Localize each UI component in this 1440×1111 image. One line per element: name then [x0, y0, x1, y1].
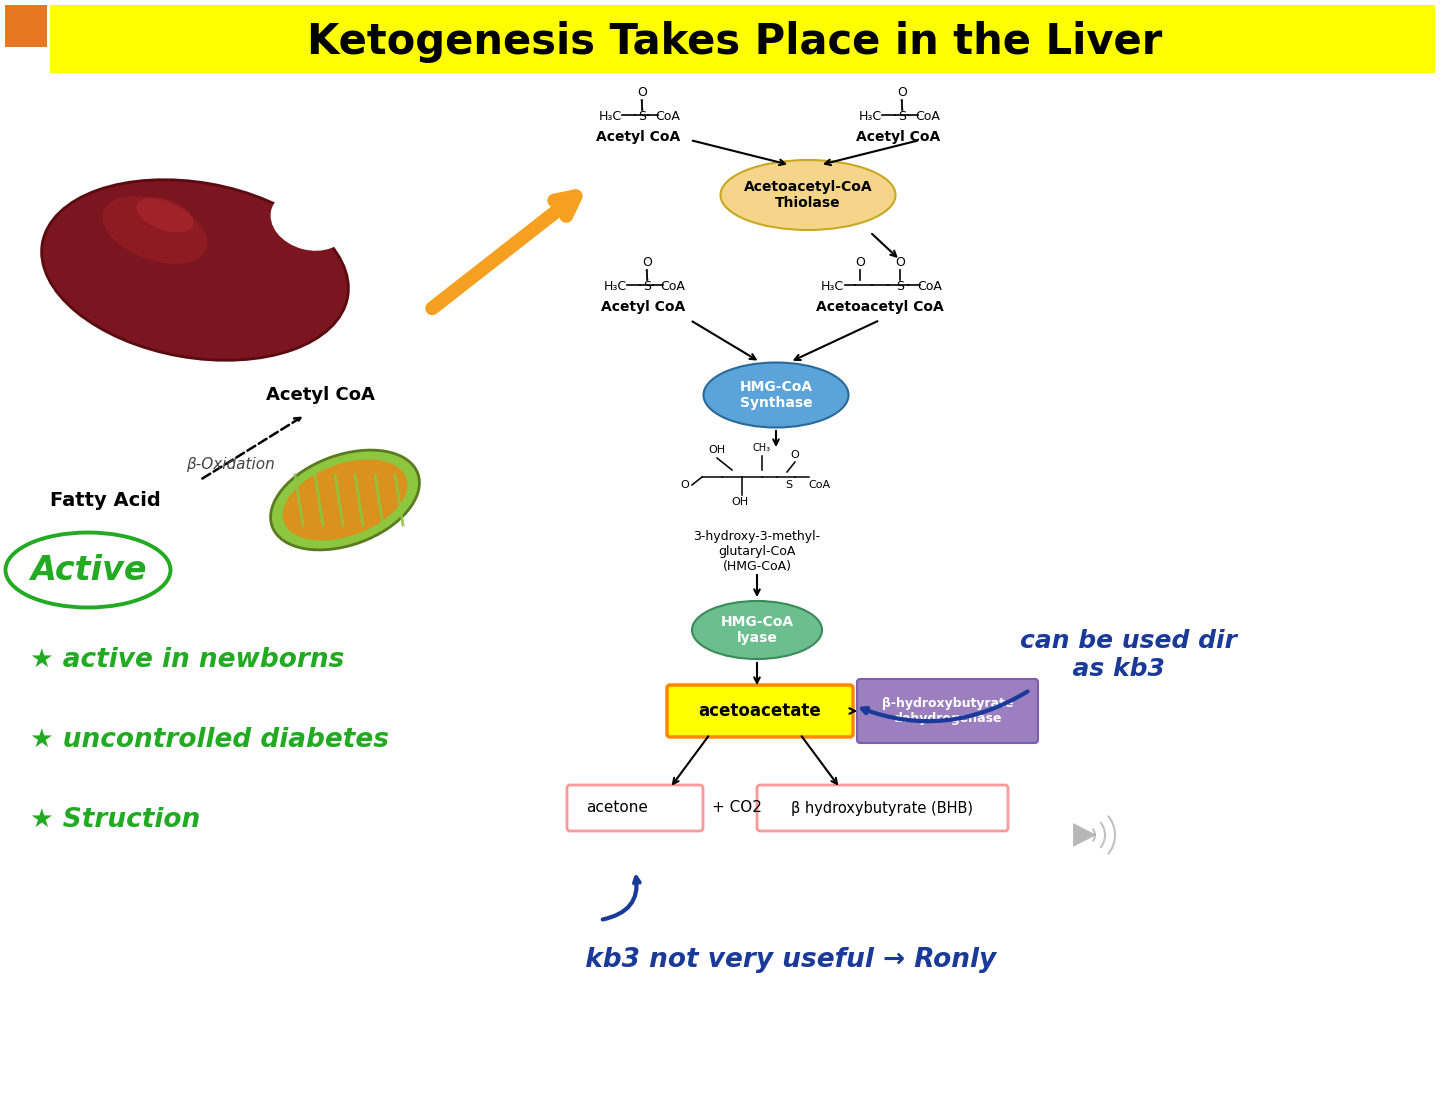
- Ellipse shape: [271, 450, 419, 550]
- Ellipse shape: [137, 198, 193, 232]
- FancyBboxPatch shape: [667, 685, 852, 737]
- Text: O: O: [642, 257, 652, 270]
- Ellipse shape: [271, 189, 350, 251]
- Ellipse shape: [282, 460, 408, 540]
- Text: O: O: [896, 257, 904, 270]
- Text: acetone: acetone: [586, 801, 648, 815]
- Text: ★ Struction: ★ Struction: [30, 807, 200, 833]
- Text: HMG-CoA
Synthase: HMG-CoA Synthase: [739, 380, 812, 410]
- Ellipse shape: [42, 180, 348, 360]
- Text: OH: OH: [708, 446, 726, 456]
- FancyBboxPatch shape: [567, 785, 703, 831]
- Text: Acetoacetyl CoA: Acetoacetyl CoA: [816, 300, 943, 314]
- Ellipse shape: [704, 362, 848, 428]
- FancyBboxPatch shape: [857, 679, 1038, 743]
- Ellipse shape: [720, 160, 896, 230]
- FancyBboxPatch shape: [757, 785, 1008, 831]
- Text: Ketogenesis Takes Place in the Liver: Ketogenesis Takes Place in the Liver: [307, 21, 1162, 63]
- Text: β-hydroxybutyrate
dehydrogenase: β-hydroxybutyrate dehydrogenase: [883, 697, 1014, 725]
- Text: Acetyl CoA: Acetyl CoA: [855, 130, 940, 144]
- Text: H₃C: H₃C: [858, 110, 881, 123]
- Text: CH₃: CH₃: [753, 443, 770, 453]
- Text: β-Oxidation: β-Oxidation: [186, 458, 275, 472]
- Text: CoA: CoA: [655, 110, 681, 123]
- Text: + CO2: + CO2: [711, 801, 762, 815]
- Text: O: O: [897, 87, 907, 100]
- Text: β hydroxybutyrate (BHB): β hydroxybutyrate (BHB): [791, 801, 973, 815]
- Text: O: O: [681, 480, 690, 490]
- Text: O: O: [636, 87, 647, 100]
- Ellipse shape: [693, 601, 822, 659]
- Text: S: S: [896, 280, 904, 293]
- Text: can be used dir
      as kb3: can be used dir as kb3: [1020, 629, 1237, 681]
- Text: H₃C: H₃C: [599, 110, 622, 123]
- Text: S: S: [644, 280, 651, 293]
- Text: CoA: CoA: [661, 280, 685, 293]
- Text: acetoacetate: acetoacetate: [698, 702, 821, 720]
- Text: ★ uncontrolled diabetes: ★ uncontrolled diabetes: [30, 727, 389, 753]
- Text: ★ active in newborns: ★ active in newborns: [30, 647, 344, 673]
- Text: Acetyl CoA: Acetyl CoA: [600, 300, 685, 314]
- Text: S: S: [638, 110, 647, 123]
- Text: kb3 not very useful → Ronly: kb3 not very useful → Ronly: [580, 947, 996, 973]
- Text: HMG-CoA
lyase: HMG-CoA lyase: [720, 614, 793, 645]
- Text: Acetoacetyl-CoA
Thiolase: Acetoacetyl-CoA Thiolase: [743, 180, 873, 210]
- Text: S: S: [899, 110, 906, 123]
- Text: CoA: CoA: [916, 110, 940, 123]
- Text: ▶: ▶: [1073, 821, 1097, 850]
- FancyBboxPatch shape: [4, 6, 48, 47]
- FancyBboxPatch shape: [50, 6, 1436, 73]
- Text: S: S: [785, 480, 792, 490]
- Text: Acetyl CoA: Acetyl CoA: [596, 130, 680, 144]
- Text: Fatty Acid: Fatty Acid: [49, 490, 160, 510]
- Text: O: O: [855, 257, 865, 270]
- Text: O: O: [791, 450, 799, 460]
- Text: CoA: CoA: [808, 480, 829, 490]
- Text: 3-hydroxy-3-methyl-
glutaryl-CoA
(HMG-CoA): 3-hydroxy-3-methyl- glutaryl-CoA (HMG-Co…: [694, 530, 821, 573]
- Text: OH: OH: [732, 497, 749, 507]
- Text: CoA: CoA: [917, 280, 942, 293]
- Text: Active: Active: [30, 553, 147, 587]
- Text: H₃C: H₃C: [821, 280, 844, 293]
- Text: H₃C: H₃C: [603, 280, 626, 293]
- Text: Acetyl CoA: Acetyl CoA: [265, 386, 374, 404]
- Ellipse shape: [102, 197, 207, 264]
